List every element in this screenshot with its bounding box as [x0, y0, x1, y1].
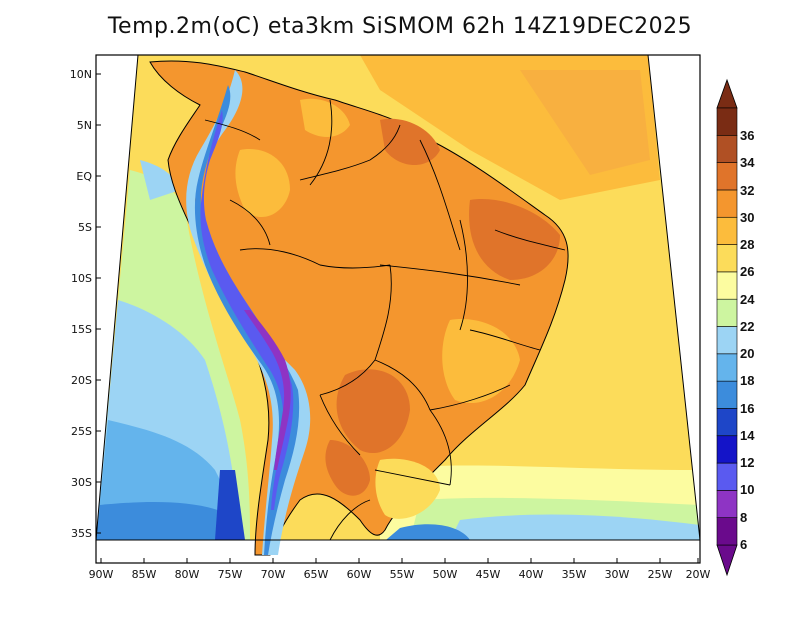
lat-tick-label: 15S	[71, 323, 92, 336]
colorbar-bin	[716, 353, 738, 382]
colorbar-bin	[716, 216, 738, 245]
lon-tick-label: 80W	[175, 568, 200, 581]
map-title: Temp.2m(oC) eta3km SiSMOM 62h 14Z19DEC20…	[107, 14, 693, 39]
colorbar-label: 18	[740, 373, 754, 388]
lon-tick-label: 60W	[347, 568, 372, 581]
colorbar-bin	[716, 107, 738, 136]
lat-tick-label: 30S	[71, 476, 92, 489]
colorbar-bin	[716, 189, 738, 218]
colorbar-label: 8	[740, 510, 747, 525]
colorbar-bin	[716, 271, 738, 300]
lat-tick-label: 10S	[71, 272, 92, 285]
lon-tick-label: 75W	[218, 568, 243, 581]
lon-tick-label: 25W	[648, 568, 673, 581]
south-america-land	[149, 60, 569, 556]
colorbar-under-arrow	[716, 544, 738, 577]
colorbar-label: 12	[740, 455, 754, 470]
colorbar-label: 6	[740, 537, 747, 552]
colorbar-bin	[716, 462, 738, 491]
colorbar-label: 34	[740, 155, 755, 170]
lon-tick-label: 90W	[89, 568, 114, 581]
colorbar-label: 26	[740, 264, 754, 279]
colorbar-label: 32	[740, 183, 754, 198]
lat-tick-label: 25S	[71, 425, 92, 438]
colorbar-bin	[716, 244, 738, 273]
colorbar-bin	[716, 490, 738, 518]
lat-tick-label: 20S	[71, 374, 92, 387]
lon-tick-label: 20W	[686, 568, 711, 581]
colorbar-bin	[716, 162, 738, 191]
lat-tick-label: 5S	[78, 221, 92, 234]
lon-tick-label: 45W	[476, 568, 501, 581]
colorbar-bin	[716, 380, 738, 409]
lat-tick-label: EQ	[76, 170, 92, 183]
colorbar-bin	[716, 408, 738, 437]
colorbar: 6 8 10 12 14 16 18 20 22 24 26 28 30 32 …	[716, 78, 755, 577]
lon-tick-label: 30W	[605, 568, 630, 581]
lon-tick-label: 35W	[562, 568, 587, 581]
lon-tick-label: 70W	[261, 568, 286, 581]
colorbar-label: 10	[740, 482, 754, 497]
lon-tick-label: 85W	[132, 568, 157, 581]
colorbar-bin	[716, 517, 738, 546]
longitude-axis: 90W 85W 80W 75W 70W 65W 60W 55W 50W 45W …	[89, 558, 711, 581]
lat-tick-label: 5N	[77, 119, 92, 132]
lon-tick-label: 40W	[519, 568, 544, 581]
colorbar-label: 14	[740, 428, 755, 443]
lat-tick-label: 10N	[70, 68, 92, 81]
colorbar-label: 36	[740, 128, 754, 143]
colorbar-label: 22	[740, 319, 754, 334]
colorbar-bin	[716, 298, 738, 327]
country-borders	[204, 99, 566, 541]
colorbar-over-arrow	[716, 78, 738, 109]
lon-tick-label: 50W	[433, 568, 458, 581]
lon-tick-label: 55W	[390, 568, 415, 581]
colorbar-bin	[716, 135, 738, 163]
colorbar-bin	[716, 326, 738, 355]
colorbar-label: 28	[740, 237, 754, 252]
colorbar-label: 16	[740, 401, 754, 416]
lat-tick-label: 35S	[71, 527, 92, 540]
lon-tick-label: 65W	[304, 568, 329, 581]
plot-frame	[95, 54, 701, 564]
colorbar-label: 30	[740, 210, 754, 225]
colorbar-bin	[716, 435, 738, 464]
latitude-axis: 10N 5N EQ 5S 10S 15S 20S 25S 30S 35S	[70, 68, 101, 540]
colorbar-label: 20	[740, 346, 754, 361]
colorbar-label: 24	[740, 292, 755, 307]
